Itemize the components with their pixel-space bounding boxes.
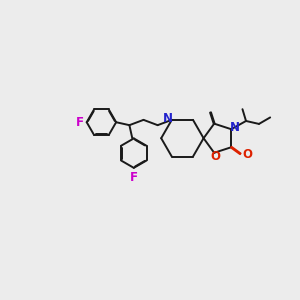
Text: O: O (242, 148, 252, 161)
Text: F: F (130, 170, 138, 184)
Text: N: N (230, 121, 240, 134)
Text: N: N (163, 112, 173, 125)
Text: F: F (76, 116, 84, 129)
Text: O: O (210, 150, 220, 163)
